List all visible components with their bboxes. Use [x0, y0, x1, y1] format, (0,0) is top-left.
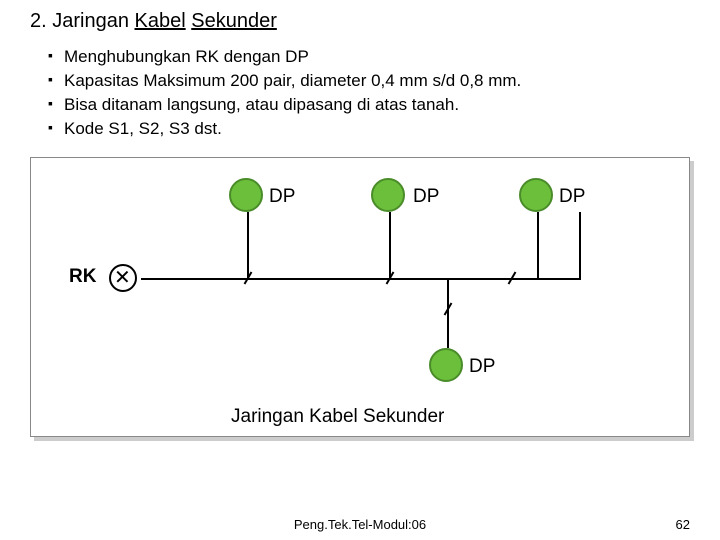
heading-underline-2: Sekunder: [191, 10, 277, 32]
trunk-end-vertical: [579, 212, 581, 280]
dp-drop-line: [389, 212, 391, 278]
bullet-list: Menghubungkan RK dengan DP Kapasitas Mak…: [48, 47, 690, 139]
bullet-item: Kapasitas Maksimum 200 pair, diameter 0,…: [48, 71, 690, 91]
dp-label: DP: [413, 186, 439, 208]
heading-underline-1: Kabel: [135, 10, 186, 32]
dp-label: DP: [269, 186, 295, 208]
dp-node-icon: [519, 178, 553, 212]
dp-drop-line: [537, 212, 539, 278]
dp-node-icon: [371, 178, 405, 212]
dp-node-icon: [229, 178, 263, 212]
diagram-container: RK ✕ DP DP DP DP Jaringan Kabel Sekunder: [30, 157, 690, 437]
footer-page-number: 62: [676, 517, 690, 532]
rk-label: RK: [69, 266, 96, 288]
rk-cross-icon: ✕: [114, 268, 131, 288]
trunk-line: [141, 278, 581, 280]
bullet-item: Kode S1, S2, S3 dst.: [48, 119, 690, 139]
footer-center-text: Peng.Tek.Tel-Modul:06: [0, 517, 720, 532]
dp-node-icon: [429, 348, 463, 382]
heading-prefix: 2. Jaringan: [30, 10, 135, 32]
section-heading: 2. Jaringan Kabel Sekunder: [30, 10, 690, 33]
dp-label: DP: [469, 356, 495, 378]
diagram-frame: RK ✕ DP DP DP DP Jaringan Kabel Sekunder: [30, 157, 690, 437]
bullet-item: Menghubungkan RK dengan DP: [48, 47, 690, 67]
dp-label: DP: [559, 186, 585, 208]
diagram-caption: Jaringan Kabel Sekunder: [231, 406, 444, 428]
dp-drop-line: [247, 212, 249, 278]
bullet-item: Bisa ditanam langsung, atau dipasang di …: [48, 95, 690, 115]
dp-bottom-drop-line: [447, 278, 449, 348]
